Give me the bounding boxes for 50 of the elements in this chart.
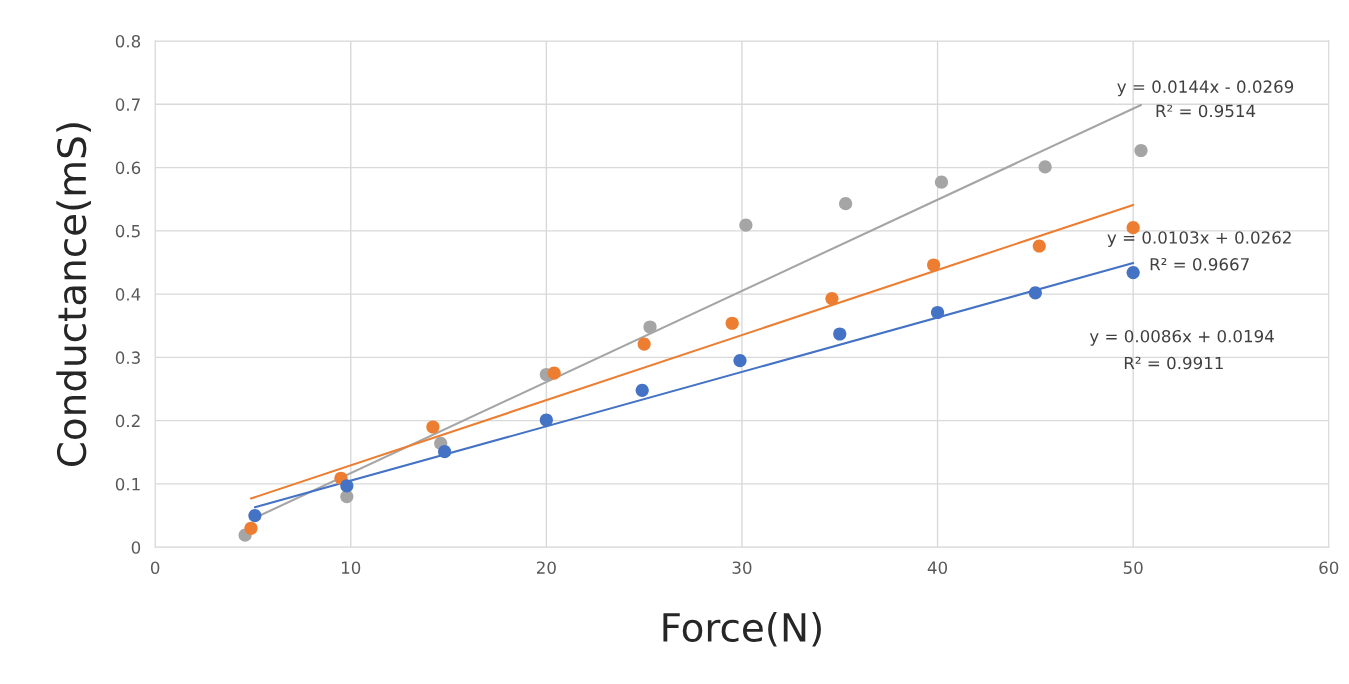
- point: [725, 316, 739, 330]
- point: [1028, 286, 1042, 300]
- y-tick-label: 0.8: [115, 35, 141, 48]
- annotation: R² = 0.9514: [1156, 104, 1256, 118]
- point: [635, 383, 649, 397]
- x-tick-label: 50: [1123, 561, 1143, 574]
- y-tick-label: 0.2: [115, 414, 140, 428]
- point: [643, 320, 657, 334]
- y-tick-label: 0.5: [115, 224, 140, 238]
- y-tick-label: 0.3: [115, 351, 140, 364]
- y-tick-label: 0.7: [115, 98, 140, 111]
- point: [1126, 221, 1140, 235]
- y-tick-label: 0: [131, 541, 141, 554]
- x-tick-label: 20: [536, 561, 556, 574]
- point: [340, 490, 354, 504]
- y-tick-label: 0.6: [115, 161, 141, 175]
- point: [739, 218, 753, 232]
- point: [244, 521, 258, 535]
- point: [833, 327, 847, 341]
- point: [547, 366, 561, 380]
- point: [934, 175, 949, 189]
- point: [930, 305, 945, 320]
- point: [438, 445, 452, 459]
- point: [1038, 160, 1052, 174]
- x-tick-label: 10: [341, 561, 361, 574]
- point: [340, 479, 354, 493]
- x-axis-title: Force(N): [663, 611, 821, 647]
- y-tick-label: 0.1: [115, 477, 140, 491]
- point: [839, 197, 853, 211]
- y-axis-title: Conductance(mS): [56, 123, 91, 467]
- annotation: y = 0.0086x + 0.0194: [1089, 329, 1274, 346]
- point: [248, 508, 262, 523]
- point: [1134, 143, 1148, 158]
- point: [637, 337, 651, 351]
- point: [1032, 239, 1046, 253]
- annotation: R² = 0.9667: [1150, 258, 1249, 271]
- x-tick-label: 0: [150, 561, 160, 574]
- x-tick-label: 60: [1319, 561, 1339, 574]
- y-tick-label: 0.4: [115, 288, 141, 301]
- point: [426, 420, 440, 434]
- annotation: y = 0.0103x + 0.0262: [1107, 231, 1291, 248]
- point: [1126, 266, 1140, 280]
- point: [825, 291, 839, 306]
- point: [733, 353, 747, 368]
- annotation: y = 0.0144x - 0.0269: [1117, 80, 1294, 97]
- x-tick-label: 30: [732, 561, 752, 574]
- x-tick-label: 40: [927, 561, 948, 574]
- annotation: R² = 0.9911: [1124, 356, 1223, 370]
- point: [539, 413, 553, 427]
- point: [927, 258, 941, 272]
